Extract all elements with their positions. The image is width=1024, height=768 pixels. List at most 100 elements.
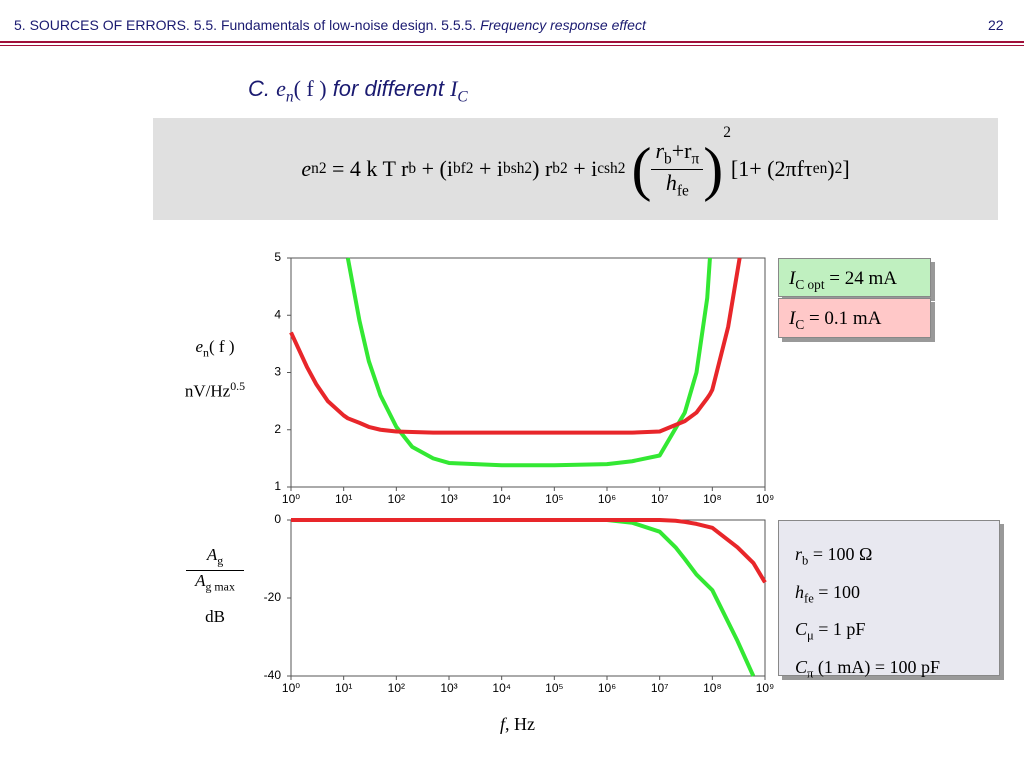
x-tick-label: 10⁴ (492, 492, 511, 506)
f: fe (676, 181, 689, 199)
rule (0, 45, 1024, 46)
parameter-part: = 100 Ω (812, 544, 873, 564)
l: I (789, 268, 796, 289)
f: + i (567, 156, 598, 181)
parameter: hfe = 100 (795, 577, 999, 615)
line (289, 257, 742, 435)
f: b (408, 160, 417, 177)
f: 2 (465, 160, 474, 177)
f: en (812, 160, 828, 177)
y-label: en( f ) nV/Hz0.5 (170, 330, 260, 409)
parameter-part: r (795, 544, 803, 564)
x-tick-label: 10⁹ (756, 681, 775, 695)
l: ( f ) (209, 337, 235, 356)
x-tick-label: 10⁷ (651, 681, 669, 695)
fraction: rb+rπ hfe (651, 138, 704, 200)
f: 2 (834, 160, 843, 177)
y-tick-label: 0 (274, 512, 281, 526)
t: ( f ) (293, 76, 327, 101)
x-tick-label: 10⁶ (598, 492, 616, 506)
l: C opt (795, 276, 825, 292)
l: dB (205, 606, 225, 626)
x-tick-label: 10⁰ (282, 492, 300, 506)
f: ) r (532, 156, 553, 181)
y-tick-label: 3 (274, 365, 281, 379)
f: b (664, 150, 672, 168)
parameter: Cμ = 1 pF (795, 614, 999, 652)
x-tick-label: 10⁴ (492, 681, 511, 695)
header-italic: Frequency response effect (480, 17, 646, 33)
plot-area (290, 519, 766, 677)
parameter-part: (1 mA) = 100 pF (817, 656, 941, 677)
l: A (195, 571, 206, 591)
x-tick-label: 10³ (440, 681, 457, 695)
l: n (203, 345, 209, 360)
x-tick-label: 10⁸ (703, 492, 721, 506)
l: = 0.1 mA (808, 308, 882, 329)
f: csh (597, 160, 618, 177)
f: h (665, 169, 677, 195)
l: C (795, 316, 805, 332)
l: , Hz (505, 714, 536, 734)
y-tick-label: 4 (274, 307, 281, 321)
x-tick-label: 10⁰ (282, 681, 300, 695)
x-tick-label: 10⁷ (651, 492, 669, 506)
y-tick-label: 1 (274, 479, 281, 493)
slide-title: C. en( f ) for different IC (248, 76, 468, 106)
f: 2 (559, 160, 568, 177)
x-tick-label: 10² (388, 492, 405, 506)
parameter-part: μ (807, 628, 814, 643)
x-tick-label: 10³ (440, 492, 457, 506)
parameter-part: fe (804, 591, 814, 606)
legend-item: IC opt = 24 mA (778, 258, 931, 297)
f: π (691, 150, 700, 168)
x-tick-label: 10⁸ (703, 681, 721, 695)
l: A (206, 545, 218, 564)
f: + (i (416, 156, 453, 181)
line (345, 257, 712, 468)
x-tick-label: 10¹ (335, 492, 352, 506)
x-tick-label: 10⁵ (545, 681, 563, 695)
f: ) (827, 156, 835, 181)
f: r (655, 138, 664, 164)
parameter-part: = 1 pF (818, 619, 866, 640)
paren: ) (703, 135, 724, 202)
f: 2 (318, 160, 327, 177)
y-label: Ag Ag max dB (180, 545, 250, 627)
f: + i (473, 156, 504, 181)
parameter-part: C (795, 619, 808, 640)
f: 2 (524, 160, 533, 177)
f: b (552, 160, 560, 177)
l: e (195, 337, 204, 356)
f: 2 (723, 124, 731, 141)
f: bf (452, 160, 466, 177)
t: n (285, 88, 294, 106)
paren: ( (631, 135, 652, 202)
page-number: 22 (988, 17, 1004, 33)
t: e (276, 76, 286, 101)
x-tick-label: 10⁹ (756, 492, 775, 506)
f: +r (671, 138, 692, 164)
x-tick-label: 10¹ (335, 681, 352, 695)
f: ] (842, 156, 850, 181)
x-tick-label: 10⁵ (545, 492, 563, 506)
parameter-part: π (807, 666, 814, 681)
f: = 4 k T r (326, 156, 409, 181)
line (291, 518, 767, 584)
parameter: rb = 100 Ω (795, 539, 999, 577)
f: 2 (617, 160, 626, 177)
parameter-part: h (795, 581, 804, 602)
header: 5. SOURCES OF ERRORS. 5.5. Fundamentals … (14, 17, 646, 33)
f: e (301, 156, 312, 181)
y-tick-label: -20 (264, 590, 282, 604)
l: = 24 mA (829, 268, 897, 289)
f: bsh (503, 160, 525, 177)
t: I (450, 76, 458, 101)
l: 0.5 (230, 379, 246, 394)
plot-area (290, 257, 766, 488)
parameter-part: b (802, 553, 809, 568)
l: nV/Hz (184, 382, 231, 402)
